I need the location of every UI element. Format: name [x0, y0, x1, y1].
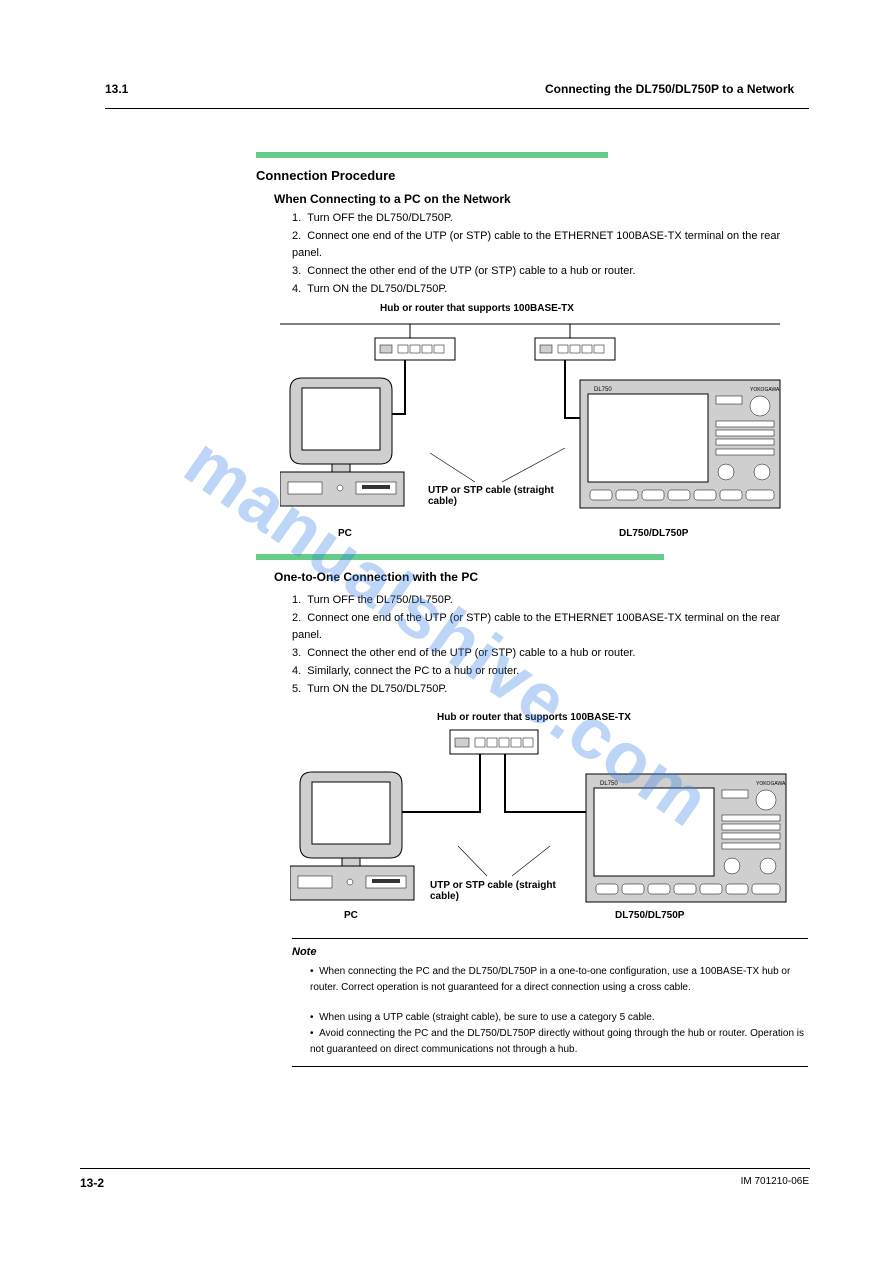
step-b3-text: Connect the other end of the UTP (or STP… — [307, 647, 635, 659]
step-a3: 3. Connect the other end of the UTP (or … — [292, 263, 792, 280]
pc-icon — [280, 378, 404, 506]
note-3-text: Avoid connecting the PC and the DL750/DL… — [310, 1028, 804, 1055]
step-b1-text: Turn OFF the DL750/DL750P. — [307, 594, 453, 606]
svg-text:DL750: DL750 — [594, 387, 612, 393]
device-icon: DL750 YOKOGAWA — [580, 380, 780, 508]
label-cable-b: UTP or STP cable (straight cable) — [430, 880, 580, 902]
note-label: Note — [292, 946, 316, 958]
step-a1: 1. Turn OFF the DL750/DL750P. — [292, 210, 453, 227]
note-rule-bottom — [292, 1066, 808, 1067]
page-number: 13-2 — [80, 1176, 104, 1190]
step-b5-text: Turn ON the DL750/DL750P. — [307, 683, 447, 695]
note-3: • Avoid connecting the PC and the DL750/… — [310, 1026, 808, 1057]
green-rule-b — [256, 554, 664, 560]
footer-rule — [80, 1168, 810, 1169]
label-pc-a: PC — [338, 528, 352, 539]
manual-id: IM 701210-06E — [741, 1176, 809, 1187]
note-2: • When using a UTP cable (straight cable… — [310, 1010, 808, 1026]
step-b4: 4. Similarly, connect the PC to a hub or… — [292, 663, 519, 680]
label-pc-b: PC — [344, 910, 358, 921]
step-b4-text: Similarly, connect the PC to a hub or ro… — [307, 665, 519, 677]
section-title: Connecting the DL750/DL750P to a Network — [545, 82, 794, 96]
note-1-text: When connecting the PC and the DL750/DL7… — [310, 966, 790, 993]
svg-text:DL750: DL750 — [600, 781, 618, 787]
subhead-connection-procedure: Connection Procedure — [256, 168, 395, 183]
header-rule — [105, 108, 809, 109]
step-a3-text: Connect the other end of the UTP (or STP… — [307, 265, 635, 277]
label-device-a: DL750/DL750P — [619, 528, 688, 539]
label-hub-a: Hub or router that supports 100BASE-TX — [380, 303, 574, 314]
step-a2-text: Connect one end of the UTP (or STP) cabl… — [292, 230, 780, 259]
step-b2-text: Connect one end of the UTP (or STP) cabl… — [292, 612, 780, 641]
page: 13.1 Connecting the DL750/DL750P to a Ne… — [0, 0, 893, 1263]
section-number: 13.1 — [105, 82, 128, 96]
step-a4-text: Turn ON the DL750/DL750P. — [307, 283, 447, 295]
subhead-one-to-one: One-to-One Connection with the PC — [274, 570, 478, 584]
note-2-text: When using a UTP cable (straight cable),… — [319, 1012, 655, 1023]
step-b1: 1. Turn OFF the DL750/DL750P. — [292, 592, 453, 609]
subhead-network-pc: When Connecting to a PC on the Network — [274, 190, 511, 209]
label-hub-b: Hub or router that supports 100BASE-TX — [437, 712, 631, 723]
step-b2: 2. Connect one end of the UTP (or STP) c… — [292, 610, 792, 644]
step-a1-text: Turn OFF the DL750/DL750P. — [307, 212, 453, 224]
label-cable-a: UTP or STP cable (straight cable) — [428, 485, 578, 507]
step-b5: 5. Turn ON the DL750/DL750P. — [292, 681, 447, 698]
note-1: • When connecting the PC and the DL750/D… — [310, 964, 808, 995]
step-a2: 2. Connect one end of the UTP (or STP) c… — [292, 228, 792, 262]
svg-text:YOKOGAWA: YOKOGAWA — [750, 387, 780, 393]
step-b3: 3. Connect the other end of the UTP (or … — [292, 645, 792, 662]
note-rule-top — [292, 938, 808, 939]
step-a4: 4. Turn ON the DL750/DL750P. — [292, 281, 447, 298]
svg-text:YOKOGAWA: YOKOGAWA — [756, 781, 786, 787]
green-rule-a — [256, 152, 608, 158]
label-device-b: DL750/DL750P — [615, 910, 684, 921]
